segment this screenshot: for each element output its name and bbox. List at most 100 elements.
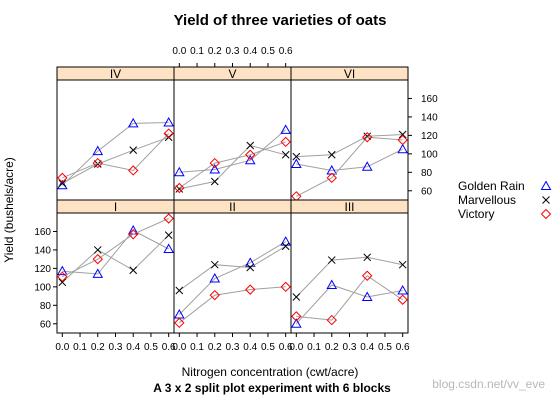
data-point-stroke-b [327, 150, 336, 159]
data-point-stroke-b [246, 141, 255, 150]
data-point [326, 279, 338, 289]
panel-strip-label: V [228, 67, 236, 81]
watermark-text: blog.csdn.net/vv_eve [432, 377, 545, 391]
data-point [209, 273, 221, 283]
x-axis-bottom-tick-label: 0.2 [91, 342, 105, 353]
data-point [164, 133, 173, 142]
panel-strip-label: IV [110, 67, 121, 81]
chart-title: Yield of three varieties of oats [174, 12, 387, 29]
x-axis-bottom-tick-label: 0.1 [190, 342, 204, 353]
data-point [280, 236, 292, 246]
data-point [244, 257, 256, 267]
y-axis-left-tick-label: 140 [34, 245, 51, 256]
data-point [163, 116, 175, 127]
data-point [174, 317, 185, 329]
data-point [327, 150, 336, 159]
y-axis-right-tick-label: 60 [421, 186, 433, 197]
y-axis-left-tick-label: 80 [40, 301, 52, 312]
data-point-stroke-b [58, 278, 67, 287]
data-point [245, 149, 256, 160]
panel-frame [290, 79, 409, 201]
data-point [245, 284, 256, 295]
panel-IV: IV [56, 66, 175, 201]
x-axis-top-tick-label: 0.6 [279, 46, 293, 57]
series-line [61, 122, 169, 186]
data-point [280, 136, 291, 148]
data-point [129, 266, 138, 275]
panel-strip-label: VI [344, 67, 355, 81]
x-axis-bottom-tick-label: 0.5 [144, 342, 158, 353]
series-line [62, 133, 170, 179]
data-point [92, 145, 104, 156]
data-point [209, 289, 220, 301]
data-point [127, 117, 139, 128]
data-point [92, 253, 103, 265]
data-point-stroke-b [175, 286, 184, 295]
data-point [280, 281, 291, 293]
data-point [326, 172, 337, 184]
x-axis-bottom-tick-label: 0.3 [109, 342, 123, 353]
x-axis-bottom-tick-label: 0.6 [162, 342, 176, 353]
x-axis-bottom-tick-label: 0.5 [378, 342, 392, 353]
data-point-stroke-b [93, 160, 102, 168]
data-point [58, 179, 67, 188]
x-axis-bottom-tick-label: 0.4 [360, 342, 374, 353]
data-point [163, 128, 174, 139]
data-point [361, 161, 373, 171]
data-point [93, 246, 102, 254]
data-point [92, 268, 104, 278]
x-axis-top-tick-label: 0.5 [261, 46, 275, 57]
data-point [281, 242, 290, 251]
legend-label-marvellous: Marvellous [458, 193, 516, 207]
data-point [57, 271, 68, 282]
data-point [129, 146, 138, 155]
x-axis-bottom-tick-label: 0.2 [208, 342, 222, 353]
data-point [175, 286, 184, 295]
data-point [290, 318, 302, 328]
series-line [295, 284, 403, 325]
panel-strip-label: III [344, 200, 354, 214]
data-point-stroke-b [58, 179, 67, 188]
x-axis-bottom-tick-label: 0.2 [325, 342, 339, 353]
data-point-stroke-b [281, 242, 290, 251]
panel-frame [290, 212, 409, 334]
data-point [56, 265, 68, 276]
panel-V: V [173, 66, 292, 201]
series-line [179, 245, 286, 291]
data-point [291, 311, 302, 322]
data-point [397, 294, 408, 305]
data-point-stroke-b [164, 133, 173, 142]
panel-frame [56, 212, 175, 334]
data-point [210, 260, 219, 269]
data-point [397, 143, 409, 154]
data-point [292, 293, 301, 301]
data-point [56, 179, 68, 190]
series-line [178, 241, 286, 315]
data-point [397, 285, 409, 295]
data-point-stroke-b [327, 256, 336, 264]
legend-marker-victory [540, 208, 552, 220]
legend-label-victory: Victory [458, 207, 494, 221]
data-point [163, 213, 174, 224]
series-line [179, 141, 286, 189]
x-axis-bottom-tick-label: 0.0 [289, 342, 303, 353]
data-point [363, 132, 372, 141]
data-point-stroke-b [210, 177, 219, 186]
data-point-stroke-b [398, 260, 407, 269]
panel-frame [56, 79, 175, 201]
x-axis-top-tick-label: 0.4 [243, 46, 257, 57]
data-point [362, 132, 373, 143]
data-point [209, 157, 220, 169]
legend-label-golden-rain: Golden Rain [458, 179, 525, 193]
panel-I: I [56, 199, 175, 334]
data-point [163, 243, 175, 253]
data-point [398, 130, 407, 139]
panel-strip-label: I [114, 200, 117, 214]
data-point [280, 124, 292, 134]
x-axis-bottom-tick-label: 0.1 [73, 342, 87, 353]
series-line [179, 144, 286, 190]
data-point-stroke-b [363, 132, 372, 141]
series-line [296, 136, 403, 197]
data-point [93, 160, 102, 168]
